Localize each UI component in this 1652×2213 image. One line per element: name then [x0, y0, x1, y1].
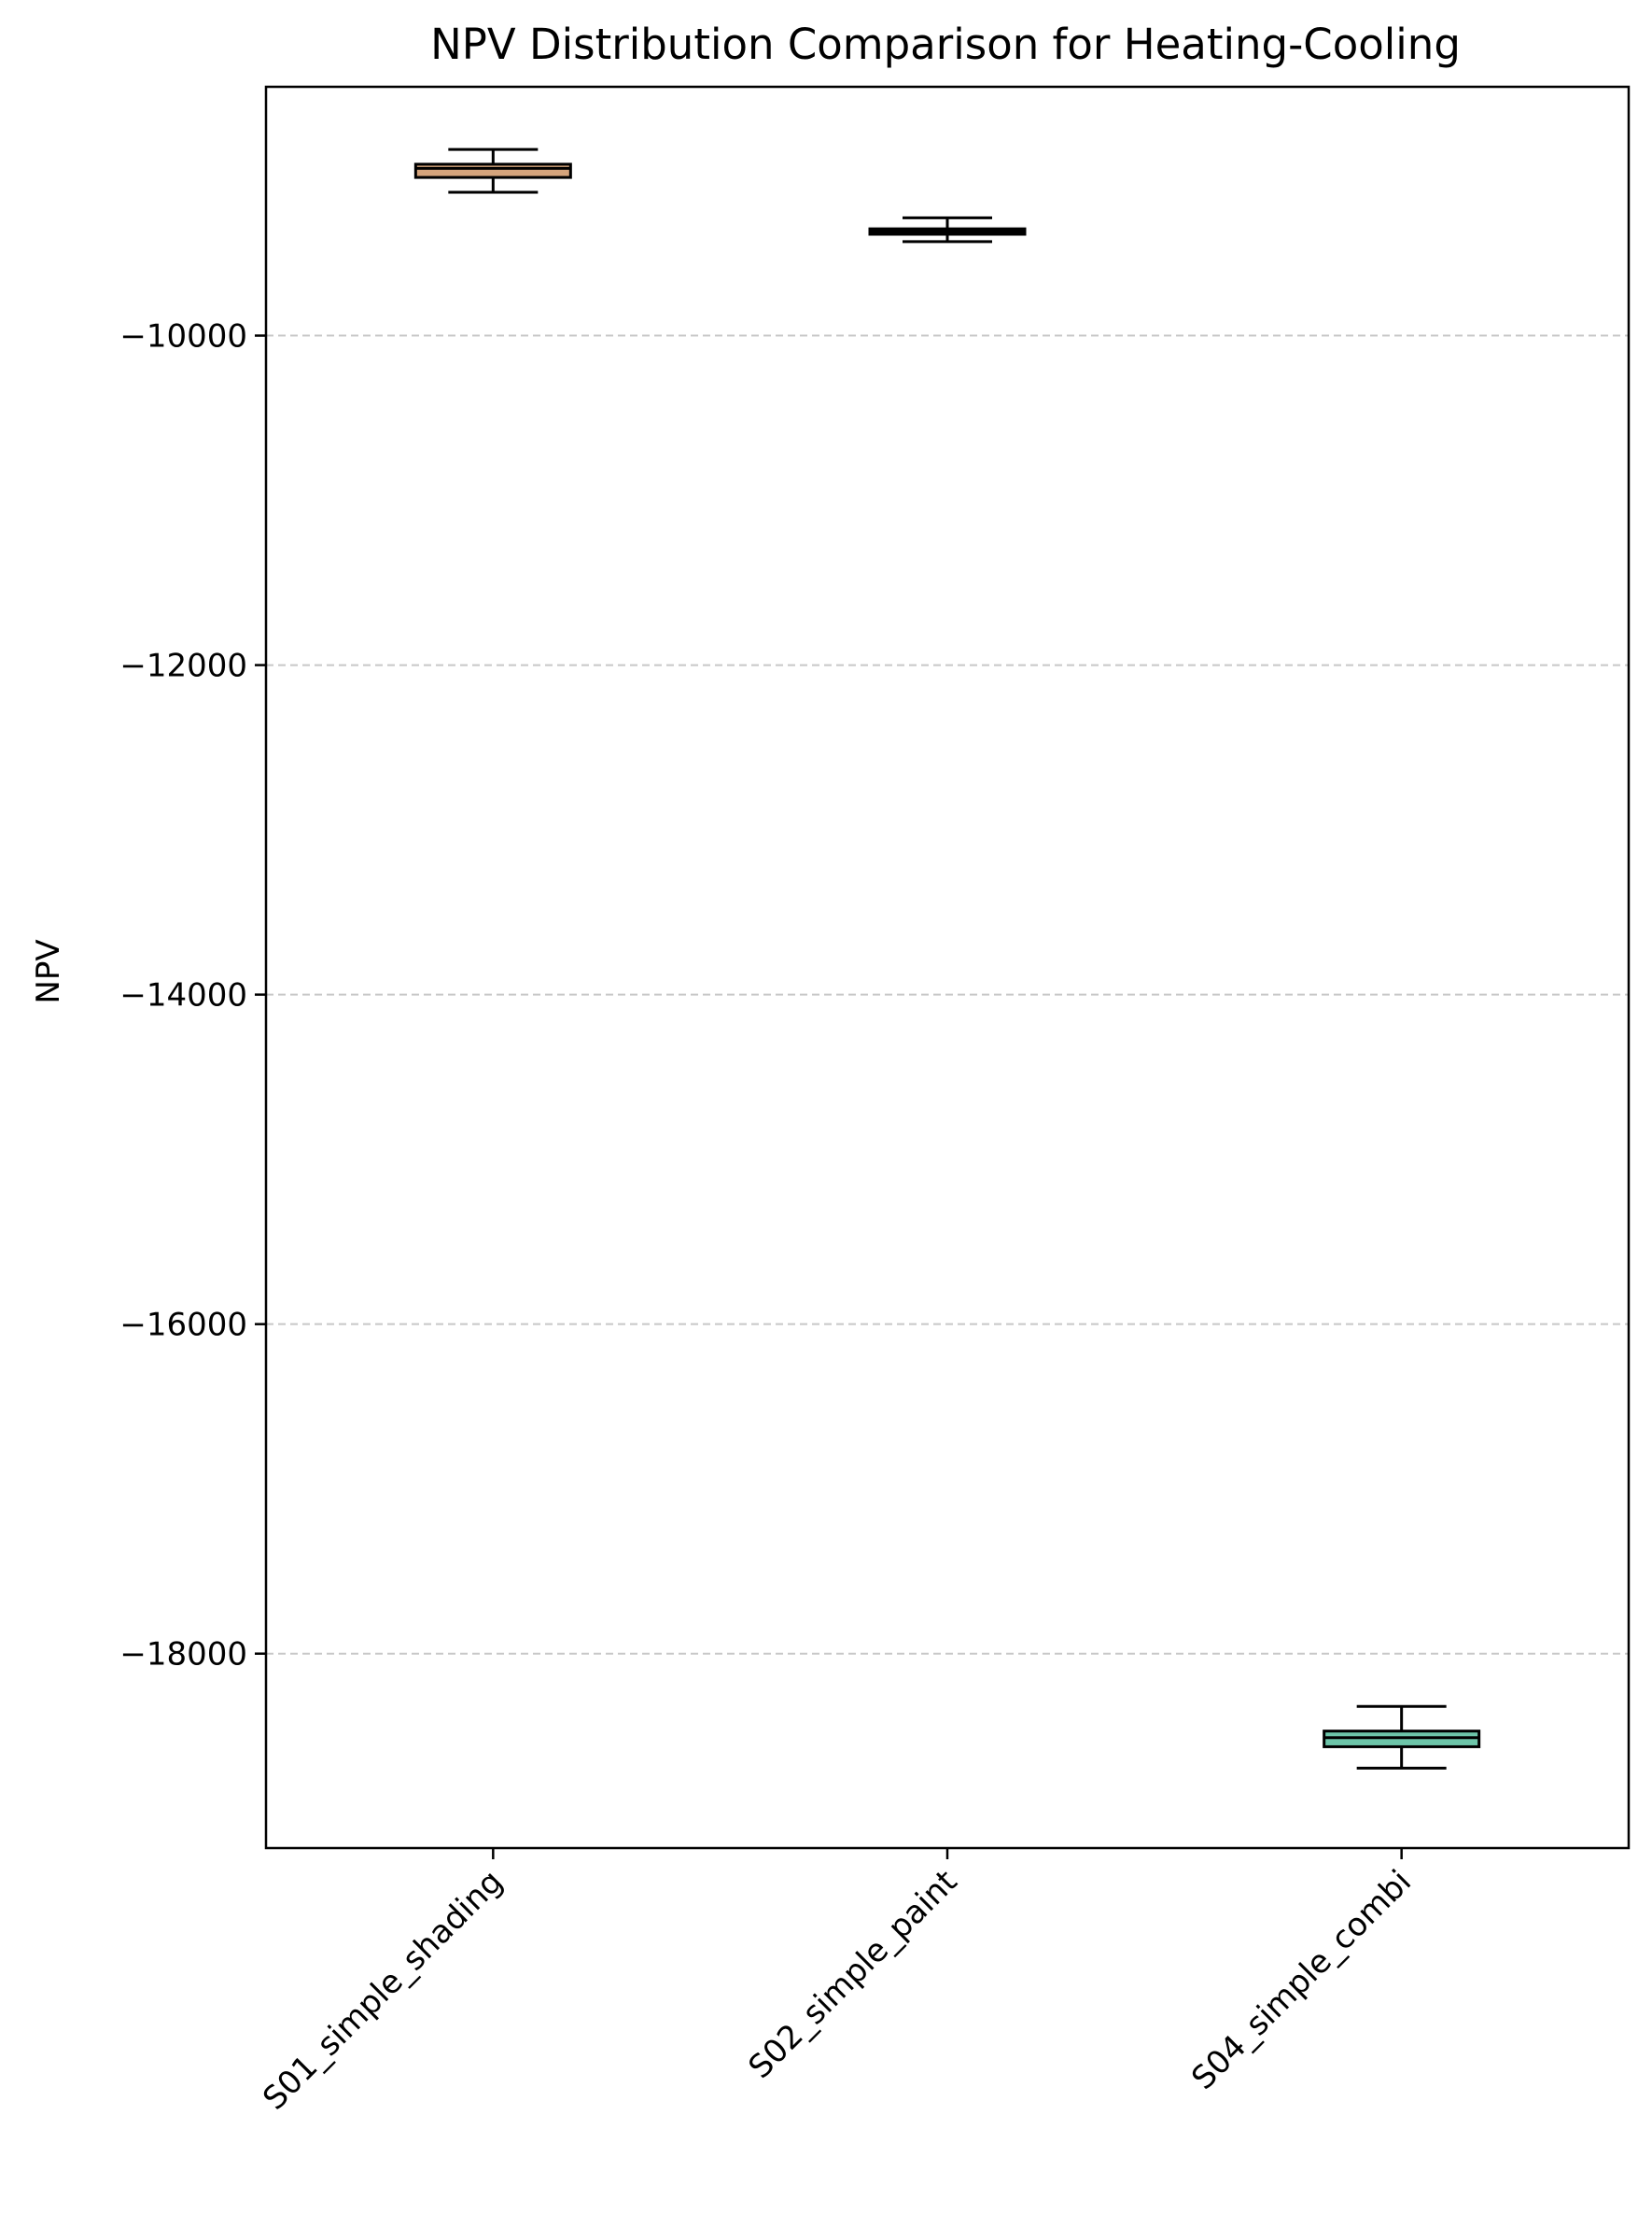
- y-tick-label: −14000: [119, 977, 247, 1015]
- x-tick-label: S04_simple_combi: [1184, 1863, 1419, 2097]
- y-tick-label: −12000: [119, 648, 247, 685]
- box-series: [413, 147, 1481, 1770]
- y-axis-label: NPV: [30, 939, 67, 1003]
- y-tick-label: −10000: [119, 318, 247, 356]
- iqr-box: [413, 162, 572, 179]
- chart-title: NPV Distribution Comparison for Heating-…: [430, 20, 1461, 69]
- box-S02_simple_paint: [868, 216, 1027, 244]
- box-S01_simple_shading: [413, 147, 572, 194]
- plot-area-frame: [264, 85, 1631, 1850]
- box-S04_simple_combi: [1323, 1704, 1481, 1770]
- x-axis-ticks: S01_simple_shading S02_simple_paint S04_si…: [256, 1848, 1419, 2118]
- x-tick-label: S01_simple_shading: [256, 1863, 510, 2117]
- y-tick-label: −16000: [119, 1307, 247, 1344]
- y-tick-label: −18000: [119, 1636, 247, 1674]
- x-tick-label: S02_simple_paint: [741, 1863, 964, 2086]
- grid-lines: [266, 334, 1629, 1655]
- y-axis-ticks: −10000 −12000 −14000 −16000 −18000: [119, 318, 266, 1674]
